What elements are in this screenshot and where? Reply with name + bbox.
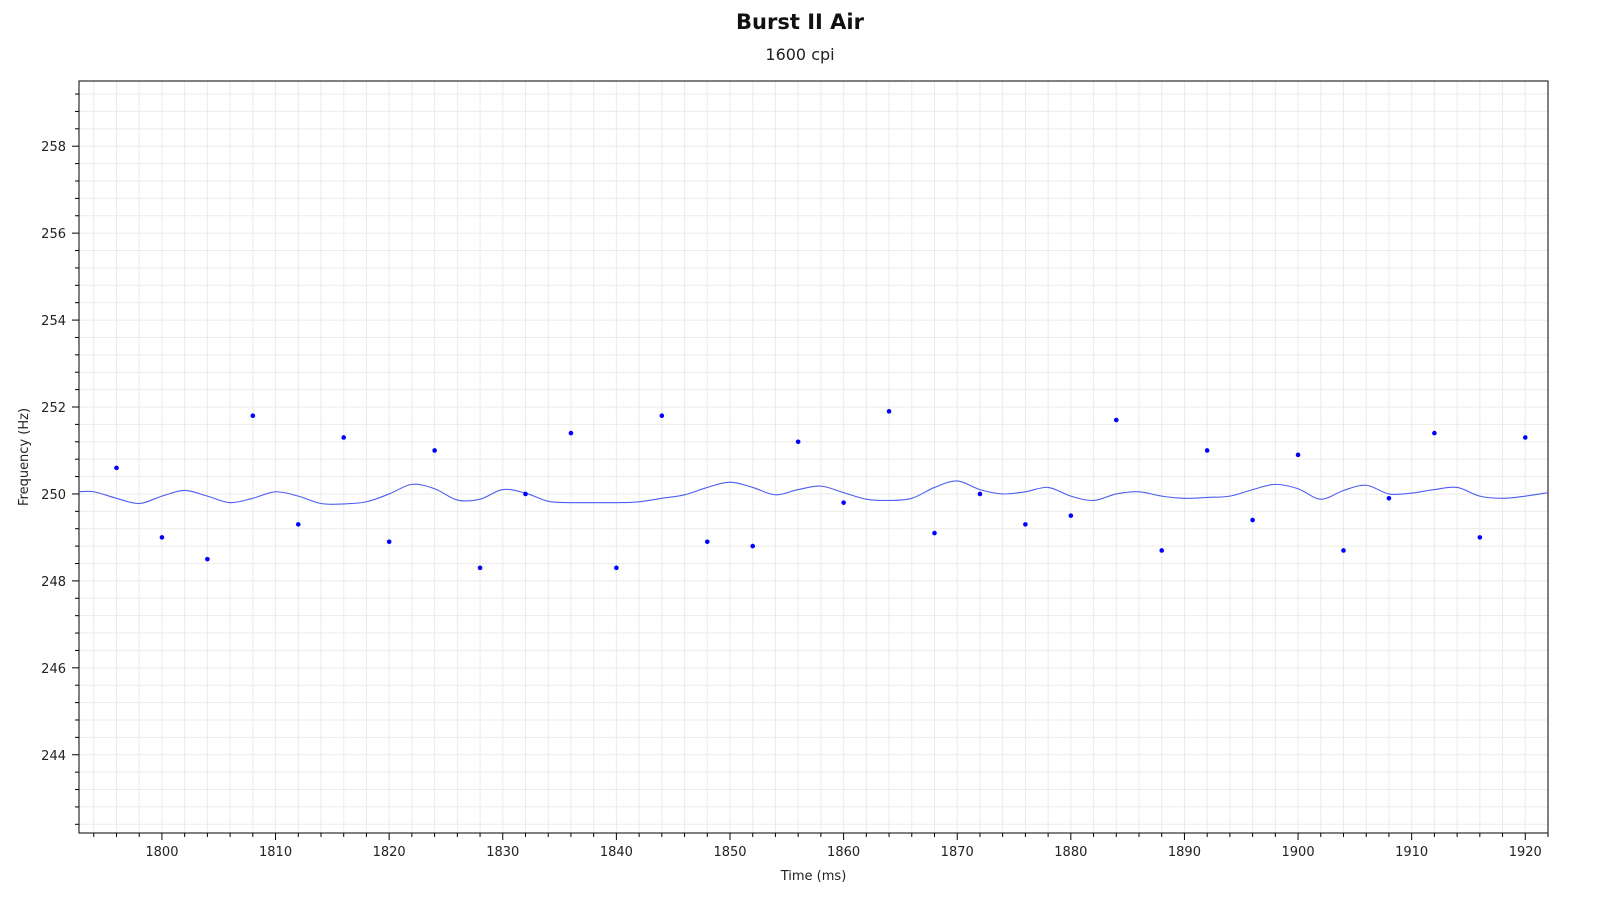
y-tick-labels: 244 246 248 250 252 254 256 258 [41, 140, 66, 764]
x-tick-label: 1800 [145, 845, 178, 860]
x-tick-label: 1890 [1168, 845, 1201, 860]
chart-title: Burst II Air [736, 10, 864, 34]
data-point [386, 539, 392, 545]
data-point [1068, 513, 1074, 518]
y-tick-label: 256 [41, 227, 66, 242]
frequency-line [78, 480, 1549, 505]
data-point [432, 448, 437, 453]
x-tick-labels: 1800 1810 1820 1830 1840 1850 1860 1870 1880 1890… [145, 845, 1541, 860]
tick-layer [72, 93, 1549, 840]
x-tick-label: 1910 [1395, 845, 1428, 860]
data-point [1522, 435, 1528, 440]
data-point [659, 413, 665, 419]
data-point [795, 439, 801, 445]
chart-subtitle: 1600 cpi [765, 45, 835, 64]
y-tick-label: 250 [41, 488, 66, 503]
series-line-layer [78, 480, 1549, 505]
data-point [932, 530, 937, 536]
data-point [614, 565, 619, 571]
data-point [341, 435, 347, 440]
data-point [114, 465, 119, 471]
y-tick-label: 246 [41, 662, 66, 677]
data-point [750, 543, 756, 549]
x-tick-label: 1860 [827, 845, 860, 860]
x-tick-label: 1880 [1054, 845, 1087, 860]
data-point [1386, 495, 1392, 501]
data-point [1250, 517, 1255, 523]
y-tick-label: 248 [41, 575, 66, 590]
data-point [1432, 430, 1437, 436]
data-point [841, 500, 846, 505]
x-tick-label: 1900 [1282, 845, 1315, 860]
x-tick-label: 1870 [941, 845, 974, 860]
data-point [704, 539, 710, 545]
data-point [1023, 522, 1028, 527]
data-point [1159, 548, 1165, 553]
y-axis-title: Frequency (Hz) [17, 408, 32, 506]
data-point [523, 491, 528, 497]
x-axis-title: Time (ms) [780, 869, 847, 884]
y-tick-label: 254 [41, 314, 66, 329]
data-point [886, 409, 892, 414]
y-tick-label: 258 [41, 140, 66, 155]
data-point [977, 491, 983, 497]
data-point [1295, 452, 1301, 458]
x-tick-label: 1850 [713, 845, 746, 860]
y-tick-label: 244 [41, 749, 66, 764]
data-point [477, 565, 483, 571]
data-point [1113, 417, 1119, 423]
x-tick-label: 1830 [486, 845, 519, 860]
data-point [159, 535, 165, 540]
data-point [1341, 548, 1346, 553]
data-point [1477, 535, 1483, 540]
plot-frame [78, 80, 1549, 834]
grid-layer [79, 81, 1549, 833]
series-points-layer [114, 409, 1528, 571]
data-point [250, 413, 256, 419]
x-tick-label: 1840 [600, 845, 633, 860]
data-point [1204, 448, 1210, 453]
x-tick-label: 1810 [259, 845, 292, 860]
data-point [295, 522, 301, 527]
data-point [568, 430, 574, 436]
x-tick-label: 1920 [1509, 845, 1542, 860]
data-point [205, 556, 210, 562]
x-tick-label: 1820 [373, 845, 406, 860]
y-tick-label: 252 [41, 401, 66, 416]
